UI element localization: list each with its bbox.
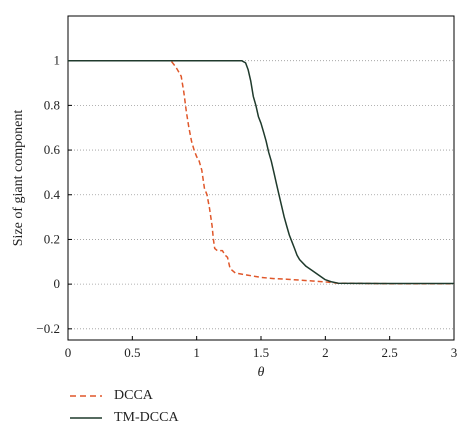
y-tick-label: 0.2 [44,231,60,246]
x-tick-label: 3 [451,345,458,360]
series-group [68,59,454,285]
legend-label-tm-dcca: TM-DCCA [114,410,179,425]
x-axis: 0 0.5 1 1.5 2 2.5 3 [65,336,458,360]
legend-item-tm-dcca: TM-DCCA [70,407,179,429]
y-tick-label: −0.2 [36,321,60,336]
plot-frame [67,15,455,341]
x-tick-label: 2.5 [382,345,398,360]
gridlines [68,60,454,330]
x-tick-label: 1 [193,345,200,360]
y-tick-label: 0.6 [44,142,61,157]
y-tick-label: 0.4 [44,187,61,202]
y-tick-label: 1 [54,53,61,68]
legend: DCCA TM-DCCA [70,385,179,429]
x-axis-label: θ [258,365,265,380]
legend-label-dcca: DCCA [114,388,153,403]
legend-item-dcca: DCCA [70,385,179,407]
legend-swatch-dcca [70,395,102,397]
legend-swatch-tm-dcca [70,417,102,419]
y-tick-label: 0.8 [44,97,60,112]
x-tick-label: 1.5 [253,345,269,360]
x-tick-label: 0 [65,345,72,360]
series-line-dcca [68,59,454,285]
line-chart: 0 0.5 1 1.5 2 2.5 3 −0.2 0 0.2 0.4 0.6 0.8 1 θ Size … [11,15,458,380]
x-tick-label: 2 [322,345,329,360]
y-axis: −0.2 0 0.2 0.4 0.6 0.8 1 [36,53,72,336]
y-tick-label: 0 [54,276,61,291]
series-line-tm-dcca [68,59,454,285]
x-tick-label: 0.5 [124,345,140,360]
y-axis-label: Size of giant component [11,110,26,247]
